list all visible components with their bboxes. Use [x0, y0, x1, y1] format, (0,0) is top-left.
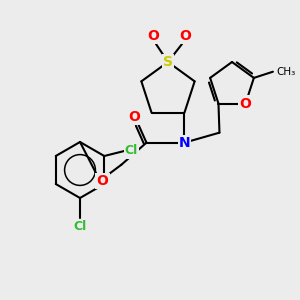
Text: O: O	[97, 174, 108, 188]
Text: S: S	[163, 55, 173, 69]
Text: O: O	[240, 97, 251, 111]
Text: O: O	[179, 29, 191, 43]
Text: Cl: Cl	[124, 145, 138, 158]
Text: O: O	[147, 29, 159, 43]
Text: CH₃: CH₃	[276, 67, 295, 77]
Text: Cl: Cl	[74, 220, 87, 232]
Text: O: O	[128, 110, 140, 124]
Text: N: N	[178, 136, 190, 150]
